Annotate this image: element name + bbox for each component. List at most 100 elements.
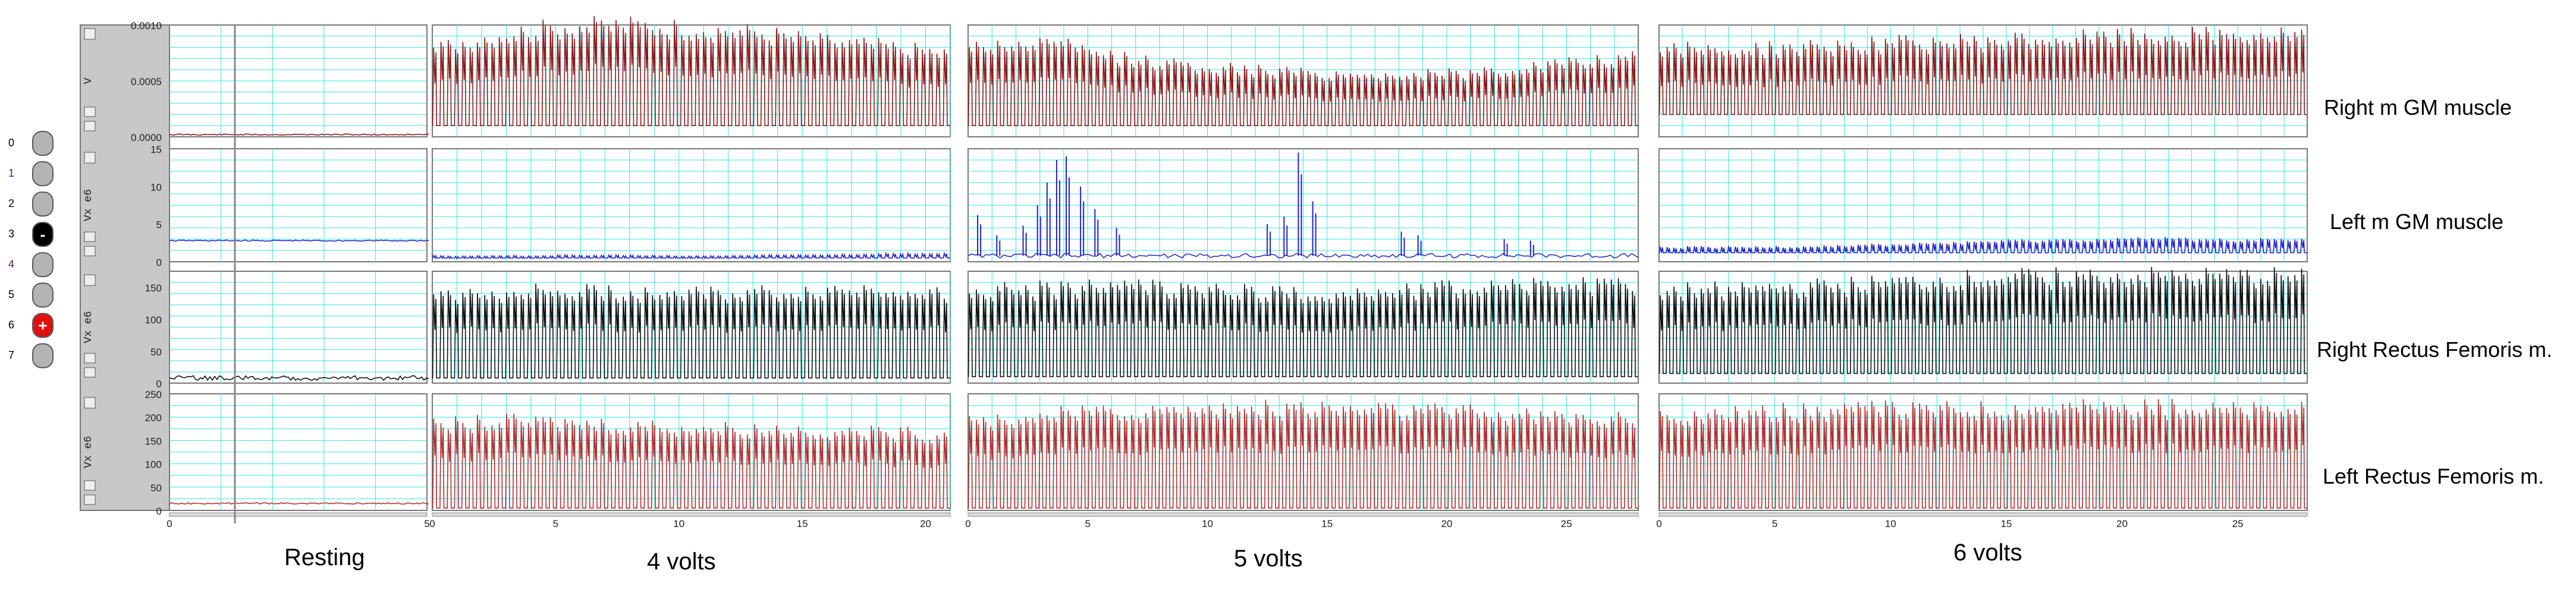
zoom-out-icon [84, 246, 96, 256]
channel-toggle[interactable] [32, 283, 54, 308]
emg-trace [967, 277, 1638, 378]
y-tick-label: 150 [145, 283, 162, 294]
scrollbar [169, 512, 428, 517]
x-tick-label: 25 [2232, 518, 2244, 529]
channel-number: 7 [8, 349, 15, 361]
emg-trace [432, 251, 950, 260]
channel-number: 4 [8, 258, 15, 270]
zoom-out-icon [84, 367, 96, 378]
channel-minus-button[interactable]: - [32, 222, 54, 247]
x-tick-label: 0 [429, 518, 435, 529]
x-tick-label: 20 [920, 518, 931, 529]
emg-trace [169, 133, 429, 136]
emg-trace [1658, 27, 2307, 115]
emg-trace [432, 413, 950, 509]
dropdown-icon [84, 397, 96, 409]
channel-number: 6 [8, 319, 15, 331]
segment-label-5-volts: 5 volts [1234, 546, 1303, 572]
zoom-in-icon [84, 106, 96, 117]
x-tick-label: 15 [797, 518, 808, 529]
y-tick-label: 0.0000 [131, 132, 162, 143]
y-tick-label: 0.0010 [131, 20, 162, 32]
dropdown-icon [84, 152, 96, 164]
x-tick-label: 10 [1885, 518, 1896, 529]
y-tick-label: 0.0005 [131, 76, 162, 87]
channel-number: 1 [8, 167, 15, 179]
axis-unit-label: Vx e6 [83, 436, 95, 468]
minus-icon: - [40, 225, 46, 243]
y-tick-label: 15 [150, 144, 162, 155]
x-tick-label: 15 [2000, 518, 2012, 529]
row-label-left-rf: Left Rectus Femoris m. [2323, 464, 2544, 488]
row-label-right-gm: Right m GM muscle [2324, 95, 2512, 120]
x-tick-label: 25 [1561, 518, 1572, 529]
x-tick-label: 5 [1085, 518, 1091, 529]
zoom-in-icon [84, 231, 96, 242]
x-tick-label: 5 [553, 518, 558, 529]
y-tick-label: 100 [145, 459, 162, 471]
channel-number: 5 [8, 289, 15, 300]
emg-trace [1658, 267, 2307, 374]
emg-trace [432, 15, 950, 126]
emg-trace [1658, 237, 2307, 254]
x-tick-label: 5 [424, 518, 429, 529]
channel-toggle[interactable] [32, 131, 54, 156]
zoom-out-icon [84, 494, 96, 505]
channel-selector: 0 1 2 3 - 4 5 6 +7 [0, 131, 65, 405]
x-tick-label: 0 [1656, 518, 1661, 529]
y-tick-label: 250 [145, 389, 162, 400]
row-label-right-rf: Right Rectus Femoris m. [2317, 337, 2553, 362]
x-tick-label: 10 [1202, 518, 1213, 529]
channel-number: 2 [8, 198, 15, 209]
emg-trace [967, 399, 1638, 509]
channel-toggle[interactable] [32, 252, 54, 277]
segment-label-4-volts: 4 volts [647, 548, 716, 575]
channel-plus-button[interactable]: + [32, 313, 54, 338]
x-tick-label: 0 [965, 518, 970, 529]
emg-trace [169, 375, 429, 381]
y-tick-label: 10 [150, 181, 162, 193]
channel-toggle[interactable] [32, 343, 54, 368]
scrollbar [1658, 512, 2308, 517]
emg-trace [169, 502, 429, 505]
segment-label-resting: Resting [284, 544, 365, 570]
emg-trace [1658, 399, 2307, 509]
zoom-in-icon [84, 353, 96, 363]
emg-trace [967, 37, 1638, 126]
dropdown-icon [84, 28, 96, 40]
y-tick-label: 150 [145, 435, 162, 447]
channel-number: 3 [8, 228, 15, 240]
x-tick-label: 10 [673, 518, 684, 529]
scrollbar [967, 512, 1639, 517]
plus-icon: + [38, 316, 48, 334]
channel-toggle[interactable] [32, 161, 54, 186]
axis-unit-label: Vx e6 [83, 311, 95, 343]
y-tick-label: 50 [150, 346, 162, 358]
y-tick-label: 0 [156, 257, 162, 268]
x-tick-label: 20 [2116, 518, 2128, 529]
y-tick-label: 100 [145, 315, 162, 326]
axis-panel [80, 24, 170, 511]
channel-toggle[interactable] [32, 192, 54, 217]
row-label-left-gm: Left m GM muscle [2330, 209, 2504, 234]
axis-unit-label: V [83, 77, 95, 84]
x-tick-label: 15 [1321, 518, 1333, 529]
scrollbar [432, 512, 951, 517]
x-tick-label: 0 [167, 518, 172, 529]
y-tick-label: 0 [156, 378, 162, 390]
segment-label-6-volts: 6 volts [1953, 540, 2022, 566]
zoom-out-icon [84, 121, 96, 131]
axis-unit-label: Vx e6 [83, 189, 95, 221]
x-tick-label: 5 [1772, 518, 1777, 529]
y-tick-label: 0 [156, 506, 162, 517]
dropdown-icon [84, 274, 96, 286]
y-tick-label: 50 [150, 482, 162, 494]
y-tick-label: 5 [156, 220, 162, 231]
emg-trace [432, 283, 950, 379]
x-tick-label: 20 [1441, 518, 1453, 529]
emg-trace [169, 239, 429, 242]
zoom-in-icon [84, 480, 96, 491]
channel-number: 0 [8, 137, 15, 149]
emg-trace [967, 253, 1639, 259]
